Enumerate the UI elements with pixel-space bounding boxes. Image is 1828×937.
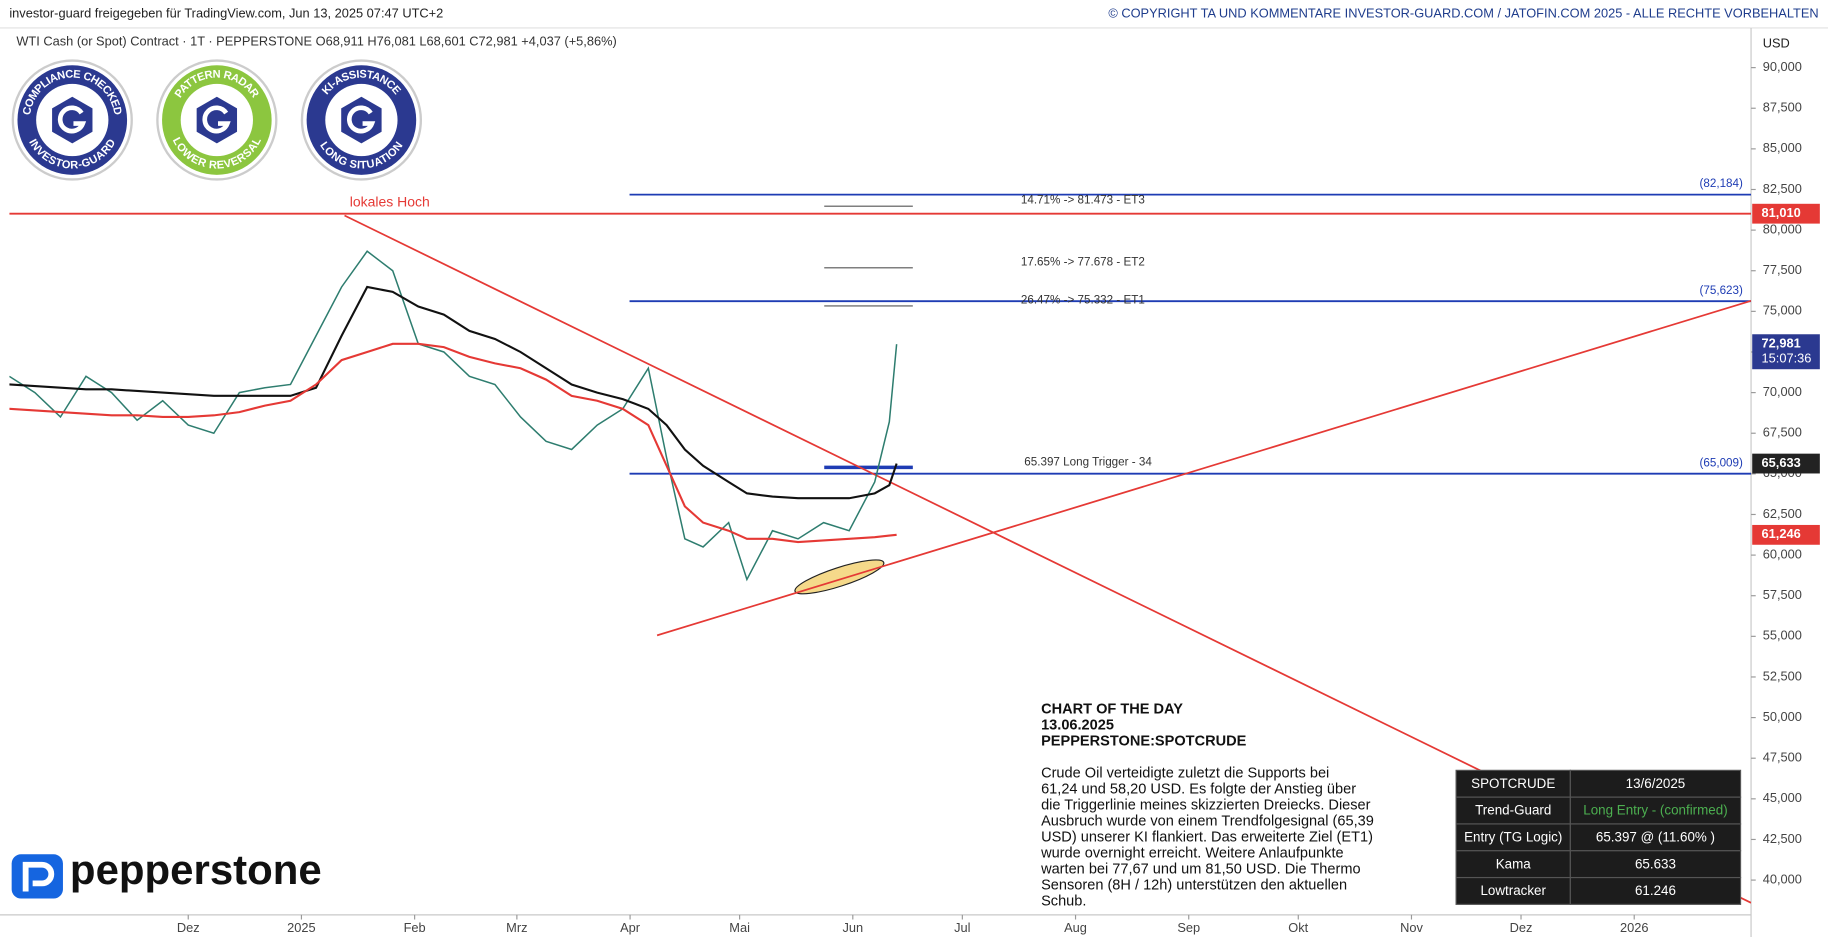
level-label: (65,009) <box>1700 456 1743 469</box>
table-text: Kama <box>1496 856 1532 871</box>
price-tag-time: 15:07:36 <box>1762 351 1812 366</box>
header-left: investor-guard freigegeben für TradingVi… <box>9 5 443 20</box>
table-text: 65.397 @ (11.60% ) <box>1596 829 1715 844</box>
badge-hex <box>196 96 238 144</box>
brand-name: pepperstone <box>70 846 322 893</box>
level-label: (75,623) <box>1700 284 1743 297</box>
commentary-line: Crude Oil verteidigte zuletzt die Suppor… <box>1041 766 1329 782</box>
y-tick-label: 77,500 <box>1763 262 1802 277</box>
y-tick-label: 50,000 <box>1763 709 1802 724</box>
table-cell <box>1569 876 1742 905</box>
y-tick-label: 80,000 <box>1763 222 1802 237</box>
price-tag-label: 61,246 <box>1762 526 1801 541</box>
annotation: 14.71% -> 81.473 - ET3 <box>1021 194 1145 207</box>
commentary-heading: CHART OF THE DAY <box>1041 702 1183 718</box>
table-cell <box>1569 769 1742 798</box>
table-text: Lowtracker <box>1480 883 1546 898</box>
table-text: Long Entry - (confirmed) <box>1583 803 1727 818</box>
x-tick-label: Okt <box>1288 920 1308 935</box>
commentary-line: warten bei 77,67 und um 81,50 USD. Die T… <box>1040 861 1361 877</box>
commentary-line: die Triggerlinie meines skizzierten Drei… <box>1041 798 1371 814</box>
table-cell <box>1569 796 1742 825</box>
y-tick-label: 70,000 <box>1763 384 1802 399</box>
currency: USD <box>1763 36 1790 51</box>
commentary-line: wurde overnight erreicht. Weitere Anlauf… <box>1040 846 1344 862</box>
x-tick-label: Dez <box>1510 920 1533 935</box>
table-cell <box>1455 796 1571 825</box>
table-text: 61.246 <box>1635 883 1676 898</box>
trendline <box>656 299 1752 637</box>
y-tick-label: 62,500 <box>1763 506 1802 521</box>
y-tick-label: 47,500 <box>1763 750 1802 765</box>
commentary-line: Sensoren (8H / 12h) unterstützen den akt… <box>1041 877 1347 893</box>
commentary-heading: PEPPERSTONE:SPOTCRUDE <box>1041 734 1247 750</box>
table-text: Trend-Guard <box>1475 803 1551 818</box>
price-tag <box>1752 334 1820 370</box>
x-tick-label: 2025 <box>287 920 316 935</box>
x-tick-label: Nov <box>1400 920 1423 935</box>
x-tick-label: Sep <box>1177 920 1200 935</box>
pepperstone-logo: pepperstone <box>11 846 322 899</box>
annotation: 17.65% -> 77.678 - ET2 <box>1021 255 1145 268</box>
y-tick-label: 42,500 <box>1763 831 1802 846</box>
symbol-legend: WTI Cash (or Spot) Contract · 1T · PEPPE… <box>16 33 616 48</box>
badge-hex <box>52 96 93 144</box>
y-tick-label: 90,000 <box>1763 59 1802 74</box>
x-tick-label: 2026 <box>1620 920 1649 935</box>
commentary-line: Schub. <box>1041 893 1086 909</box>
table-cell <box>1569 823 1742 852</box>
commentary-line: Ausbruch wurde von einem Trendfolgesigna… <box>1041 814 1374 830</box>
y-tick-label: 55,000 <box>1763 628 1802 643</box>
x-tick-label: Dez <box>177 920 200 935</box>
table-text: SPOTCRUDE <box>1471 776 1555 791</box>
level-label: (82,184) <box>1700 177 1743 190</box>
table-text: Entry (TG Logic) <box>1464 829 1562 844</box>
x-tick-label: Jul <box>954 920 970 935</box>
y-tick-label: 45,000 <box>1763 790 1802 805</box>
series-line <box>9 285 898 500</box>
annotation: 26.47% -> 75.332 - ET1 <box>1021 294 1145 307</box>
badge-hex <box>341 96 382 144</box>
commentary-line: USD) unserer KI flankiert. Das erweitert… <box>1041 830 1373 846</box>
y-tick-label: 60,000 <box>1763 546 1802 561</box>
price-tag-label: 81,010 <box>1762 205 1801 220</box>
badge-glyph <box>202 105 231 134</box>
price-tag-label: 65,633 <box>1762 455 1801 470</box>
table-text: 13/6/2025 <box>1626 776 1686 791</box>
x-tick-label: Feb <box>404 920 426 935</box>
x-tick-label: Aug <box>1064 920 1087 935</box>
header-right: © COPYRIGHT TA UND KOMMENTARE INVESTOR-G… <box>1108 5 1818 20</box>
y-tick-label: 82,500 <box>1763 181 1802 196</box>
price-tag-label: 72,981 <box>1762 336 1801 351</box>
badge-glyph <box>347 105 376 134</box>
x-tick-label: Mai <box>729 920 750 935</box>
x-tick-label: Mrz <box>506 920 527 935</box>
logo-glyph <box>22 861 55 892</box>
y-tick-label: 75,000 <box>1763 303 1802 318</box>
highlight-ellipse <box>794 559 885 595</box>
logo-icon <box>11 854 63 899</box>
y-tick-label: 85,000 <box>1763 140 1802 155</box>
y-tick-label: 52,500 <box>1763 668 1802 683</box>
annotation: 65.397 Long Trigger - 34 <box>1024 456 1152 469</box>
table-cell <box>1569 850 1742 879</box>
series-line <box>9 342 897 544</box>
table-text: 65.633 <box>1635 856 1676 871</box>
y-tick-label: 87,500 <box>1763 100 1802 115</box>
price-tag <box>1752 453 1820 474</box>
x-tick-label: Apr <box>620 920 641 935</box>
commentary-heading: 13.06.2025 <box>1041 718 1114 734</box>
price-tag <box>1752 203 1820 224</box>
x-tick-label: Jun <box>842 920 863 935</box>
table-cell <box>1455 823 1571 852</box>
annotation: lokales Hoch <box>350 193 430 209</box>
badge-glyph <box>57 105 87 134</box>
y-tick-label: 67,500 <box>1763 425 1802 440</box>
price-tag <box>1752 524 1820 545</box>
commentary-line: 61,24 und 58,20 USD. Es folgte der Ansti… <box>1041 782 1356 798</box>
y-tick-label: 57,500 <box>1763 587 1802 602</box>
y-tick-label: 40,000 <box>1763 871 1802 886</box>
